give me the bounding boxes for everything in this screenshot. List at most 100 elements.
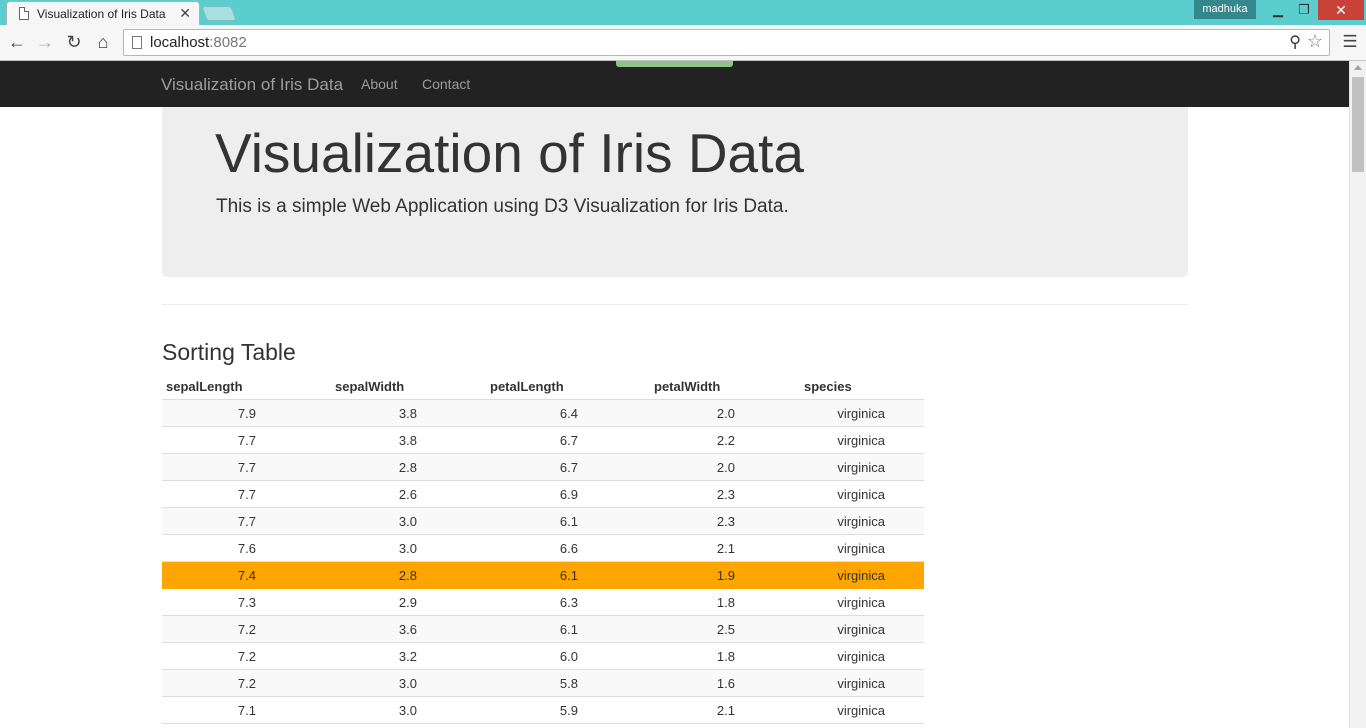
restore-window-button[interactable]: ❐ [1298,2,1310,17]
table-cell-sepalwidth: 3.6 [398,622,417,637]
table-cell-sepallength: 7.4 [237,568,256,583]
table-cell-species: virginica [837,649,885,664]
table-body: 7.9 3.8 6.4 2.0 virginica 7.7 3.8 6.7 2.2 virgini… [162,400,924,724]
table-row[interactable]: 7.7 2.6 6.9 2.3 virginica [162,481,924,508]
table-cell-sepallength: 7.3 [237,595,256,610]
table-cell-species: virginica [837,595,885,610]
table-row[interactable]: 7.6 3.0 6.6 2.1 virginica [162,535,924,562]
table-cell-species: virginica [837,568,885,583]
browser-titlebar: Visualization of Iris Data ✕ madhuka ▁ ❐… [0,0,1366,25]
table-cell-sepalwidth: 2.9 [398,595,417,610]
table-cell-species: virginica [837,433,885,448]
table-cell-petallength: 5.9 [559,703,578,718]
table-cell-petallength: 6.1 [559,622,578,637]
browser-tab[interactable]: Visualization of Iris Data ✕ [6,1,200,25]
page-viewport: Visualization of Iris Data About Contact… [0,61,1349,728]
table-cell-species: virginica [837,676,885,691]
table-cell-sepalwidth: 3.0 [398,676,417,691]
table-cell-species: virginica [837,703,885,718]
zoom-icon[interactable]: ⚲ [1289,34,1301,51]
table-row-highlighted[interactable]: 7.4 2.8 6.1 1.9 virginica [162,562,924,589]
url-port: :8082 [209,34,247,51]
table-row[interactable]: 7.7 3.8 6.7 2.2 virginica [162,427,924,454]
url-text[interactable]: localhost:8082 [150,34,247,51]
home-icon[interactable]: ⌂ [97,32,109,52]
nav-link-about[interactable]: About [361,76,398,92]
reload-icon[interactable]: ↻ [66,32,82,52]
column-header-petalwidth[interactable]: petalWidth [654,379,721,394]
table-header: sepalLength sepalWidth petalLength petal… [162,373,924,400]
table-cell-sepallength: 7.2 [237,676,256,691]
table-cell-petallength: 6.4 [559,406,578,421]
table-cell-sepalwidth: 3.0 [398,703,417,718]
sorting-table: sepalLength sepalWidth petalLength petal… [162,373,924,724]
site-navbar: Visualization of Iris Data About Contact [0,61,1349,107]
section-title: Sorting Table [162,339,296,365]
table-cell-sepallength: 7.7 [237,487,256,502]
progress-indicator [616,61,733,67]
table-cell-petallength: 6.1 [559,514,578,529]
table-cell-species: virginica [837,622,885,637]
table-cell-sepalwidth: 2.6 [398,487,417,502]
table-row[interactable]: 7.2 3.2 6.0 1.8 virginica [162,643,924,670]
table-cell-sepalwidth: 2.8 [398,568,417,583]
page-icon [132,36,142,49]
table-cell-species: virginica [837,514,885,529]
table-cell-sepallength: 7.2 [237,649,256,664]
close-window-button[interactable]: ✕ [1318,0,1364,20]
hamburger-menu-icon[interactable]: ☰ [1342,32,1358,51]
table-cell-petallength: 6.7 [559,460,578,475]
scroll-up-arrow-icon[interactable] [1354,65,1362,70]
table-cell-species: virginica [837,460,885,475]
table-row[interactable]: 7.9 3.8 6.4 2.0 virginica [162,400,924,427]
table-cell-petallength: 5.8 [559,676,578,691]
table-cell-sepallength: 7.2 [237,622,256,637]
minimize-window-button[interactable]: ▁ [1273,2,1283,17]
column-header-species[interactable]: species [804,379,852,394]
table-row[interactable]: 7.7 3.0 6.1 2.3 virginica [162,508,924,535]
navbar-brand[interactable]: Visualization of Iris Data [161,75,344,94]
table-row[interactable]: 7.7 2.8 6.7 2.0 virginica [162,454,924,481]
table-cell-petalwidth: 2.1 [716,703,735,718]
forward-arrow-icon[interactable]: → [36,32,54,52]
table-cell-species: virginica [837,406,885,421]
table-cell-sepallength: 7.9 [237,406,256,421]
table-cell-petalwidth: 2.0 [716,460,735,475]
url-host: localhost [150,34,210,51]
close-tab-icon[interactable]: ✕ [179,5,191,21]
table-cell-petallength: 6.1 [559,568,578,583]
new-tab-button[interactable] [201,6,237,21]
table-cell-sepallength: 7.6 [237,541,256,556]
table-cell-petalwidth: 2.5 [716,622,735,637]
page-title: Visualization of Iris Data [215,122,804,184]
profile-badge[interactable]: madhuka [1194,0,1256,19]
table-cell-petalwidth: 2.0 [716,406,735,421]
table-cell-species: virginica [837,487,885,502]
table-row[interactable]: 7.1 3.0 5.9 2.1 virginica [162,697,924,724]
scroll-thumb[interactable] [1352,77,1364,172]
table-row[interactable]: 7.3 2.9 6.3 1.8 virginica [162,589,924,616]
table-cell-petalwidth: 1.8 [716,649,735,664]
table-cell-petalwidth: 2.1 [716,541,735,556]
star-icon[interactable]: ☆ [1306,31,1323,51]
vertical-scrollbar[interactable] [1349,61,1366,728]
table-row[interactable]: 7.2 3.6 6.1 2.5 virginica [162,616,924,643]
table-cell-petalwidth: 2.3 [716,514,735,529]
table-cell-sepalwidth: 3.2 [398,649,417,664]
divider [162,304,1188,305]
table-cell-sepallength: 7.7 [237,460,256,475]
table-cell-petalwidth: 2.2 [716,433,735,448]
table-cell-sepalwidth: 3.8 [398,406,417,421]
nav-link-contact[interactable]: Contact [422,76,471,92]
table-row[interactable]: 7.2 3.0 5.8 1.6 virginica [162,670,924,697]
browser-toolbar: ← → ↻ ⌂ localhost:8082 ⚲ ☆ ☰ [0,25,1366,61]
column-header-sepallength[interactable]: sepalLength [166,379,243,394]
back-arrow-icon[interactable]: ← [8,32,26,52]
column-header-petallength[interactable]: petalLength [490,379,564,394]
table-cell-sepallength: 7.7 [237,514,256,529]
table-cell-petalwidth: 1.9 [716,568,735,583]
column-header-sepalwidth[interactable]: sepalWidth [335,379,405,394]
table-cell-petallength: 6.7 [559,433,578,448]
table-cell-sepallength: 7.7 [237,433,256,448]
address-bar[interactable]: localhost:8082 ⚲ ☆ [123,29,1330,56]
